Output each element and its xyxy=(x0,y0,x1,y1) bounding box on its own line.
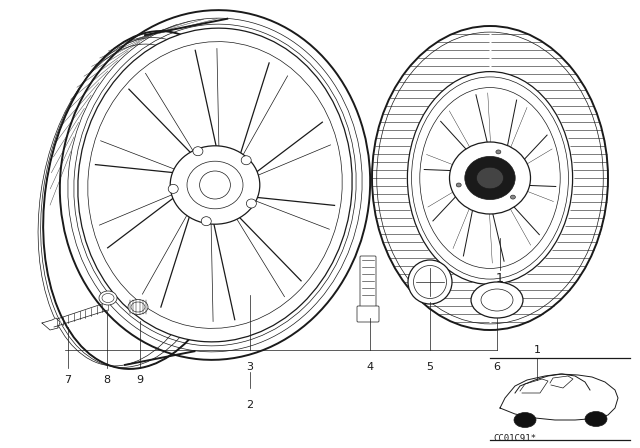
Ellipse shape xyxy=(422,90,559,266)
FancyBboxPatch shape xyxy=(357,306,379,322)
Text: 6: 6 xyxy=(493,362,500,372)
Ellipse shape xyxy=(471,282,523,318)
Text: 2: 2 xyxy=(246,400,253,410)
Ellipse shape xyxy=(449,142,531,214)
Ellipse shape xyxy=(128,300,148,314)
Ellipse shape xyxy=(514,413,536,427)
Ellipse shape xyxy=(408,260,452,304)
Ellipse shape xyxy=(170,146,260,224)
Text: 5: 5 xyxy=(426,362,433,372)
Ellipse shape xyxy=(200,171,230,199)
Ellipse shape xyxy=(201,217,211,226)
Text: 1: 1 xyxy=(534,345,541,355)
Text: 1: 1 xyxy=(496,271,504,284)
Ellipse shape xyxy=(456,183,461,187)
Ellipse shape xyxy=(585,412,607,426)
Ellipse shape xyxy=(408,72,573,284)
Ellipse shape xyxy=(78,28,352,342)
Text: 7: 7 xyxy=(65,375,72,385)
Text: CC01C91*: CC01C91* xyxy=(493,434,536,443)
Text: 9: 9 xyxy=(136,375,143,385)
Ellipse shape xyxy=(99,291,117,305)
Ellipse shape xyxy=(372,26,608,330)
Text: 4: 4 xyxy=(367,362,374,372)
Ellipse shape xyxy=(168,185,178,194)
Ellipse shape xyxy=(246,199,257,208)
Ellipse shape xyxy=(187,161,243,209)
Ellipse shape xyxy=(496,150,501,154)
Text: 3: 3 xyxy=(246,362,253,372)
FancyBboxPatch shape xyxy=(360,256,376,308)
Polygon shape xyxy=(42,318,60,330)
Ellipse shape xyxy=(477,167,504,189)
Ellipse shape xyxy=(465,156,515,200)
Ellipse shape xyxy=(511,195,515,199)
Ellipse shape xyxy=(193,146,203,156)
Ellipse shape xyxy=(481,289,513,311)
Text: 8: 8 xyxy=(104,375,111,385)
Ellipse shape xyxy=(241,156,252,165)
